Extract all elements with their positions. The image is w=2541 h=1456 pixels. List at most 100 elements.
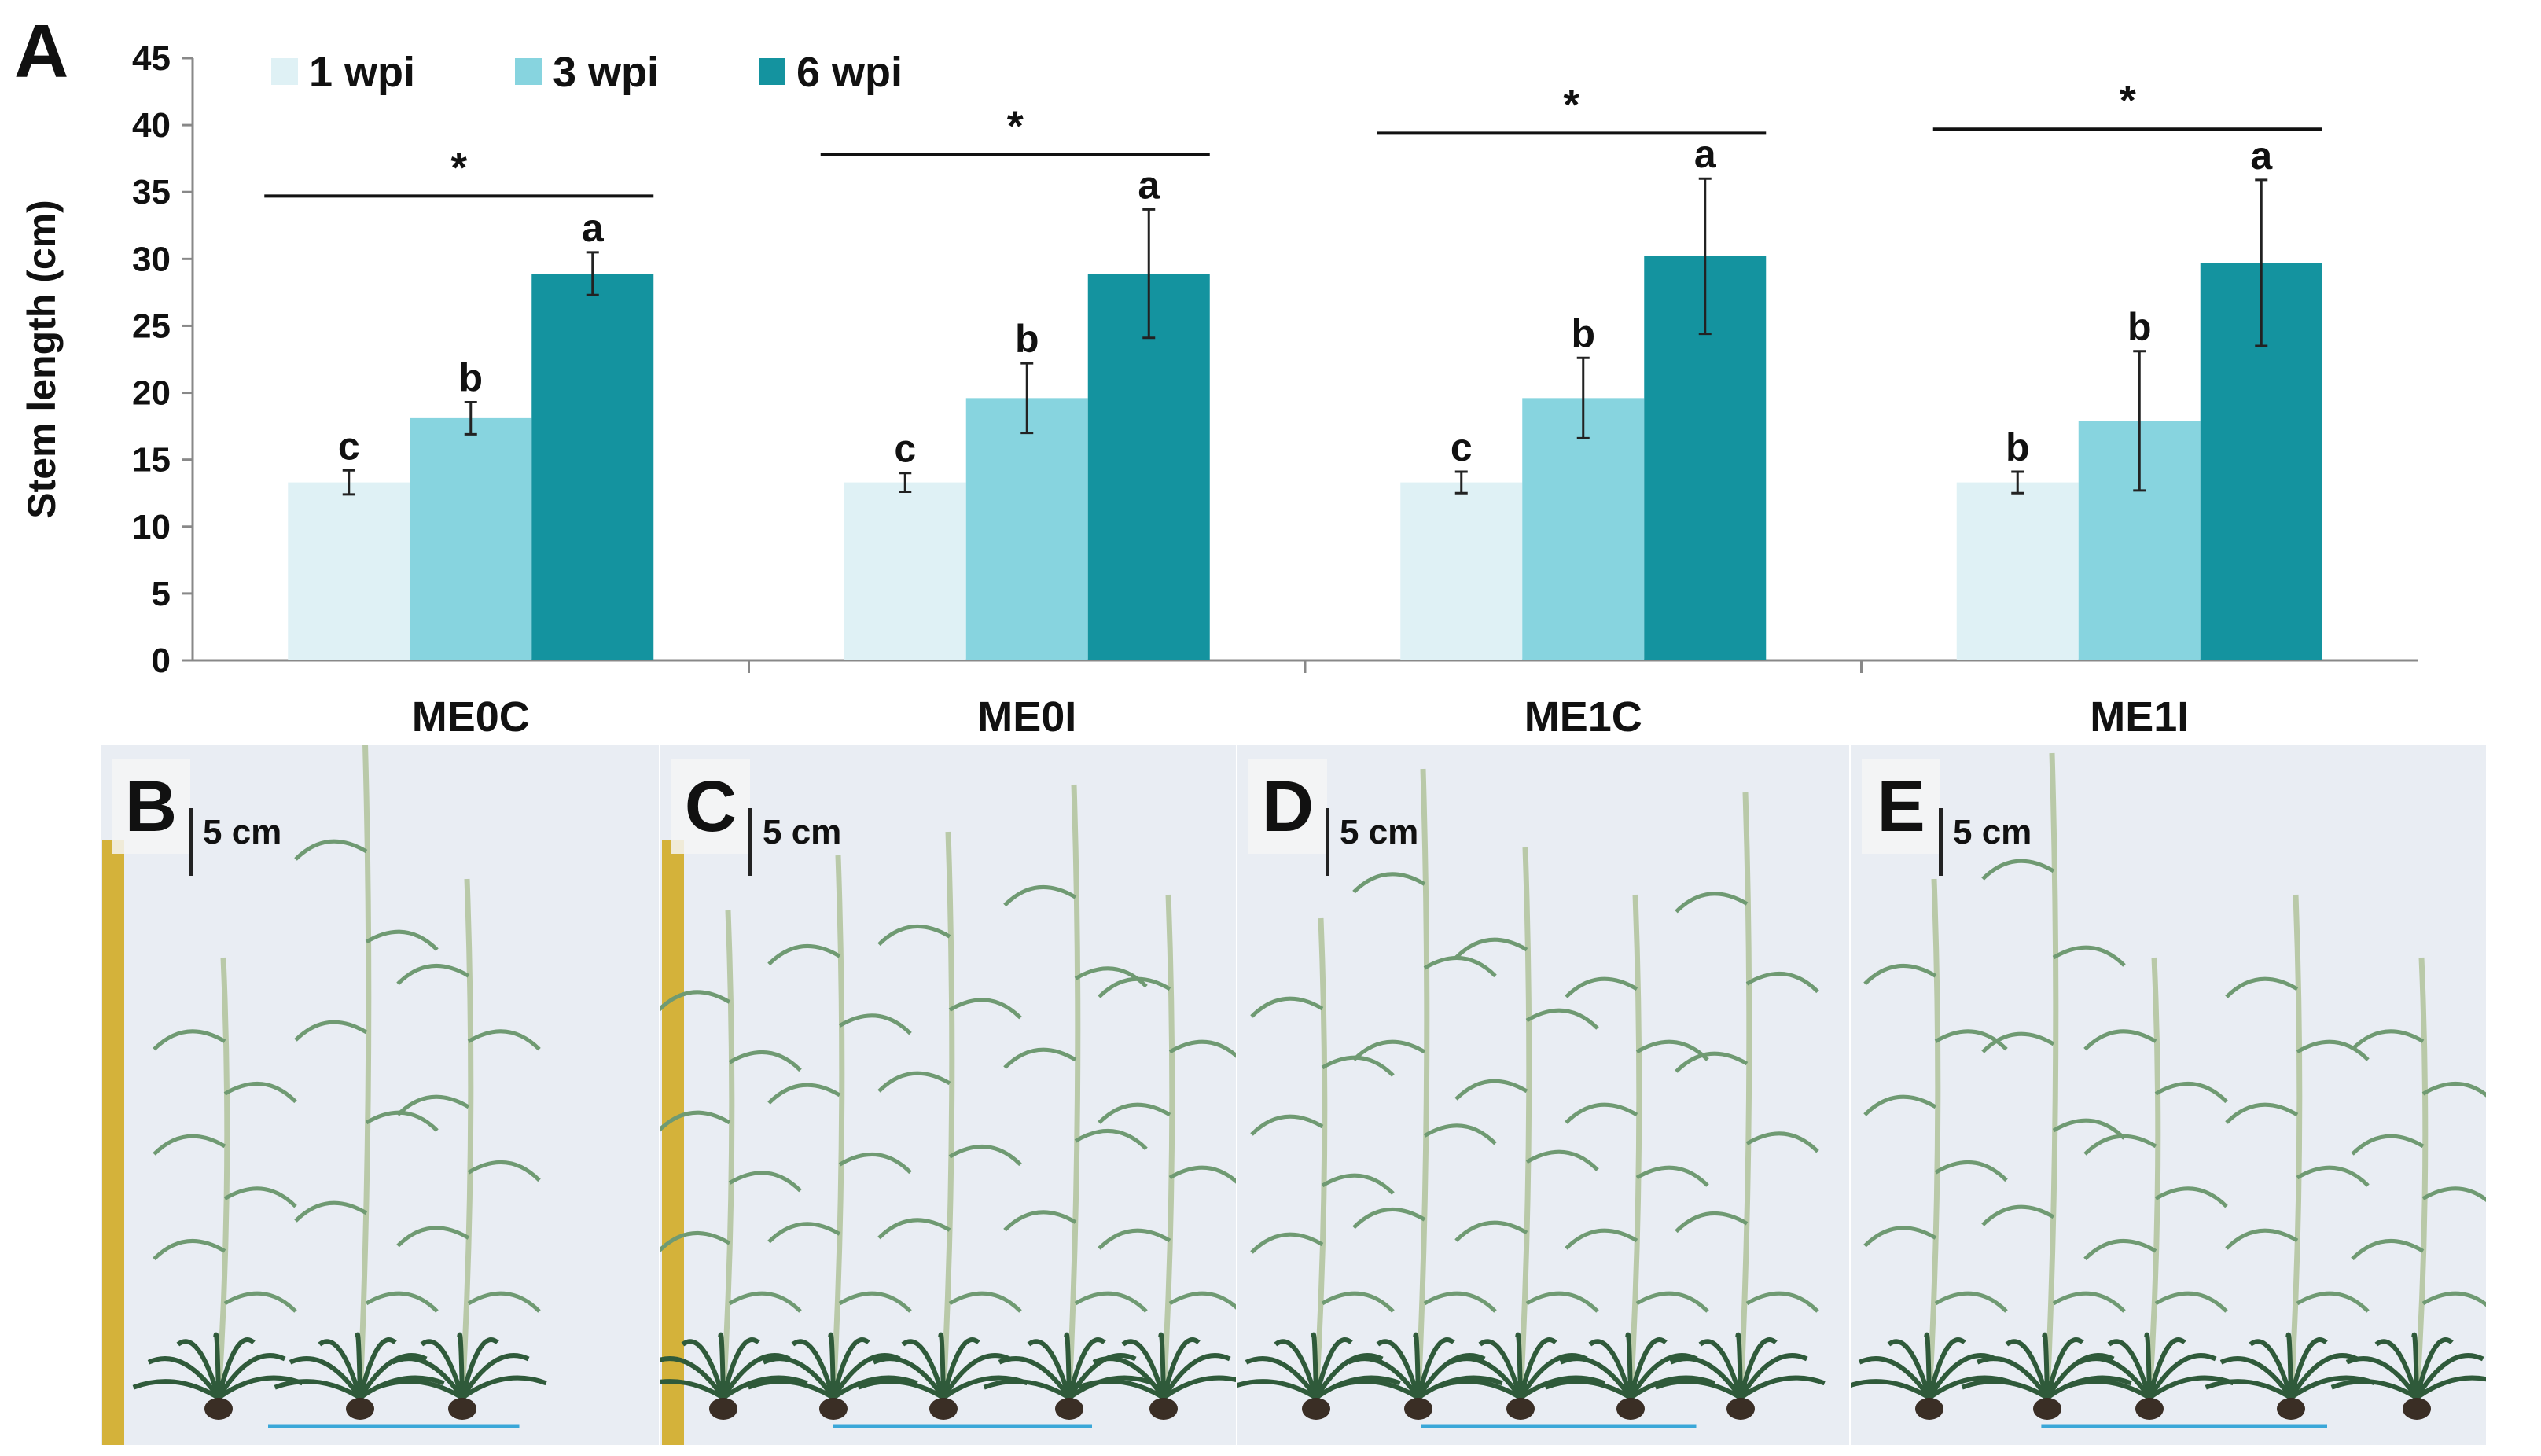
plant-leaf bbox=[1454, 1079, 1528, 1101]
plant-leaf bbox=[1321, 1173, 1395, 1195]
scale-bar bbox=[1939, 808, 1943, 876]
plant-base-leaf bbox=[2144, 1332, 2152, 1399]
plant-base-leaf bbox=[2289, 1337, 2328, 1399]
plant-root bbox=[1506, 1398, 1535, 1420]
plant-leaf bbox=[1250, 996, 1324, 1018]
plant-root bbox=[2033, 1398, 2061, 1420]
plant-leaf bbox=[2296, 1291, 2370, 1313]
plant-leaf bbox=[1074, 1129, 1148, 1151]
plant-leaf bbox=[1675, 1211, 1749, 1234]
plant-base-leaf bbox=[2330, 1379, 2418, 1400]
plant-base-leaf bbox=[1417, 1375, 1503, 1400]
plant-base-leaf bbox=[831, 1337, 870, 1399]
plant-base-leaf bbox=[1121, 1339, 1166, 1399]
bar bbox=[288, 482, 410, 660]
plant-base-leaf bbox=[1311, 1332, 1318, 1399]
plant-leaf bbox=[2052, 1291, 2126, 1313]
bar bbox=[844, 482, 966, 660]
plant-base-leaf bbox=[1518, 1337, 1557, 1399]
y-tick-label: 40 bbox=[132, 106, 171, 145]
plant-root bbox=[346, 1398, 374, 1420]
plant-leaf bbox=[1863, 1226, 1937, 1248]
plant-base-leaf bbox=[2063, 1379, 2151, 1400]
plant-root bbox=[2277, 1398, 2305, 1420]
y-tick-label: 25 bbox=[132, 307, 171, 345]
plant-illustration bbox=[1237, 768, 1826, 1428]
plant-base-leaf bbox=[941, 1337, 980, 1399]
plant-base-leaf bbox=[1739, 1375, 1826, 1400]
plant-base-leaf bbox=[718, 1332, 726, 1399]
plant-base-leaf bbox=[681, 1339, 726, 1399]
plant-leaf bbox=[2351, 1134, 2425, 1156]
plant-stem bbox=[459, 878, 474, 1399]
plant-base-leaf bbox=[1924, 1332, 1932, 1399]
ruler bbox=[102, 840, 124, 1445]
panel-letter-box: D bbox=[1248, 759, 1327, 854]
plant-leaf bbox=[948, 998, 1022, 1020]
plant-base-leaf bbox=[1077, 1379, 1165, 1400]
plant-base-leaf bbox=[1332, 1379, 1420, 1400]
plant-leaf bbox=[1423, 1291, 1497, 1313]
legend-label: 6 wpi bbox=[796, 49, 903, 96]
plant-base-leaf bbox=[828, 1332, 836, 1399]
plant-leaf bbox=[2421, 1291, 2486, 1307]
plant-root bbox=[1149, 1398, 1178, 1420]
plant-illustration bbox=[1851, 752, 2486, 1428]
plant-leaf bbox=[467, 1029, 541, 1051]
plant-base-leaf bbox=[1515, 1332, 1523, 1399]
plant-base-leaf bbox=[1067, 1337, 1106, 1399]
plant-base-leaf bbox=[2345, 1356, 2419, 1399]
plant-leaf bbox=[223, 1291, 297, 1313]
plant-leaf bbox=[1098, 1102, 1171, 1124]
plant-base-leaf bbox=[2414, 1337, 2454, 1399]
plant-leaf bbox=[1454, 937, 1528, 959]
plant-base-leaf bbox=[2107, 1339, 2152, 1399]
plant-leaf bbox=[2154, 1082, 2228, 1104]
bar bbox=[1956, 482, 2079, 660]
plant-root bbox=[1055, 1398, 1083, 1420]
plant-leaf bbox=[660, 1110, 731, 1132]
plant-base-leaf bbox=[1735, 1332, 1743, 1399]
plant-base-leaf bbox=[1413, 1332, 1421, 1399]
ruler bbox=[662, 840, 684, 1445]
plant-leaf bbox=[767, 1222, 841, 1244]
plant-leaf bbox=[728, 1291, 802, 1313]
significance-letter: b bbox=[2006, 425, 2030, 469]
plant-base-leaf bbox=[132, 1379, 220, 1400]
category-label: ME0I bbox=[977, 693, 1076, 739]
plant-base-leaf bbox=[358, 1337, 397, 1399]
plant-stem bbox=[1627, 894, 1642, 1399]
panel-letter-d: D bbox=[1261, 766, 1315, 847]
plant-leaf bbox=[153, 1134, 226, 1156]
plant-leaf bbox=[396, 1226, 470, 1248]
plant-root bbox=[204, 1398, 233, 1420]
y-tick-label: 15 bbox=[132, 441, 171, 480]
plant-stem bbox=[2288, 894, 2303, 1399]
plant-leaf bbox=[294, 1200, 368, 1223]
plant-root bbox=[2135, 1398, 2164, 1420]
plant-base-leaf bbox=[1376, 1339, 1421, 1399]
plant-stem bbox=[357, 745, 372, 1399]
plant-base-leaf bbox=[1669, 1356, 1743, 1399]
plant-leaf bbox=[2421, 1082, 2486, 1098]
plant-base-leaf bbox=[1851, 1379, 1931, 1400]
plant-base-leaf bbox=[1961, 1379, 2049, 1400]
y-tick-label: 35 bbox=[132, 173, 171, 211]
plant-leaf bbox=[728, 1171, 802, 1193]
plant-stem bbox=[215, 957, 230, 1399]
plant-leaf bbox=[1934, 1291, 2008, 1313]
plant-leaf bbox=[294, 1020, 368, 1042]
plant-leaf bbox=[2083, 1239, 2157, 1261]
plant-leaf bbox=[1863, 1094, 1937, 1116]
plant-base-leaf bbox=[1237, 1379, 1318, 1400]
plant-base-leaf bbox=[1347, 1356, 1421, 1399]
significance-letter: c bbox=[1451, 425, 1473, 469]
significance-letter: a bbox=[2250, 134, 2273, 178]
scale-label: 5 cm bbox=[1340, 813, 1419, 851]
plant-base-leaf bbox=[2046, 1375, 2132, 1400]
plant-leaf bbox=[2154, 1186, 2228, 1208]
legend-label: 3 wpi bbox=[553, 49, 659, 96]
plant-stem bbox=[1517, 847, 1532, 1399]
plant-leaf bbox=[1981, 1031, 2055, 1053]
plant-leaf bbox=[223, 1082, 297, 1104]
